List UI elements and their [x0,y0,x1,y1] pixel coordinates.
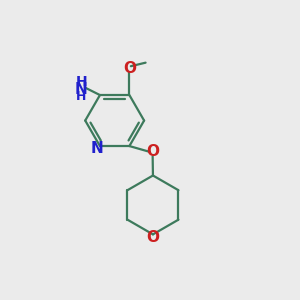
Text: O: O [146,144,159,159]
Text: H: H [76,75,87,89]
Text: H: H [76,90,86,103]
Text: N: N [91,141,103,156]
Text: N: N [74,82,87,97]
Text: O: O [146,230,159,245]
Text: O: O [123,61,136,76]
